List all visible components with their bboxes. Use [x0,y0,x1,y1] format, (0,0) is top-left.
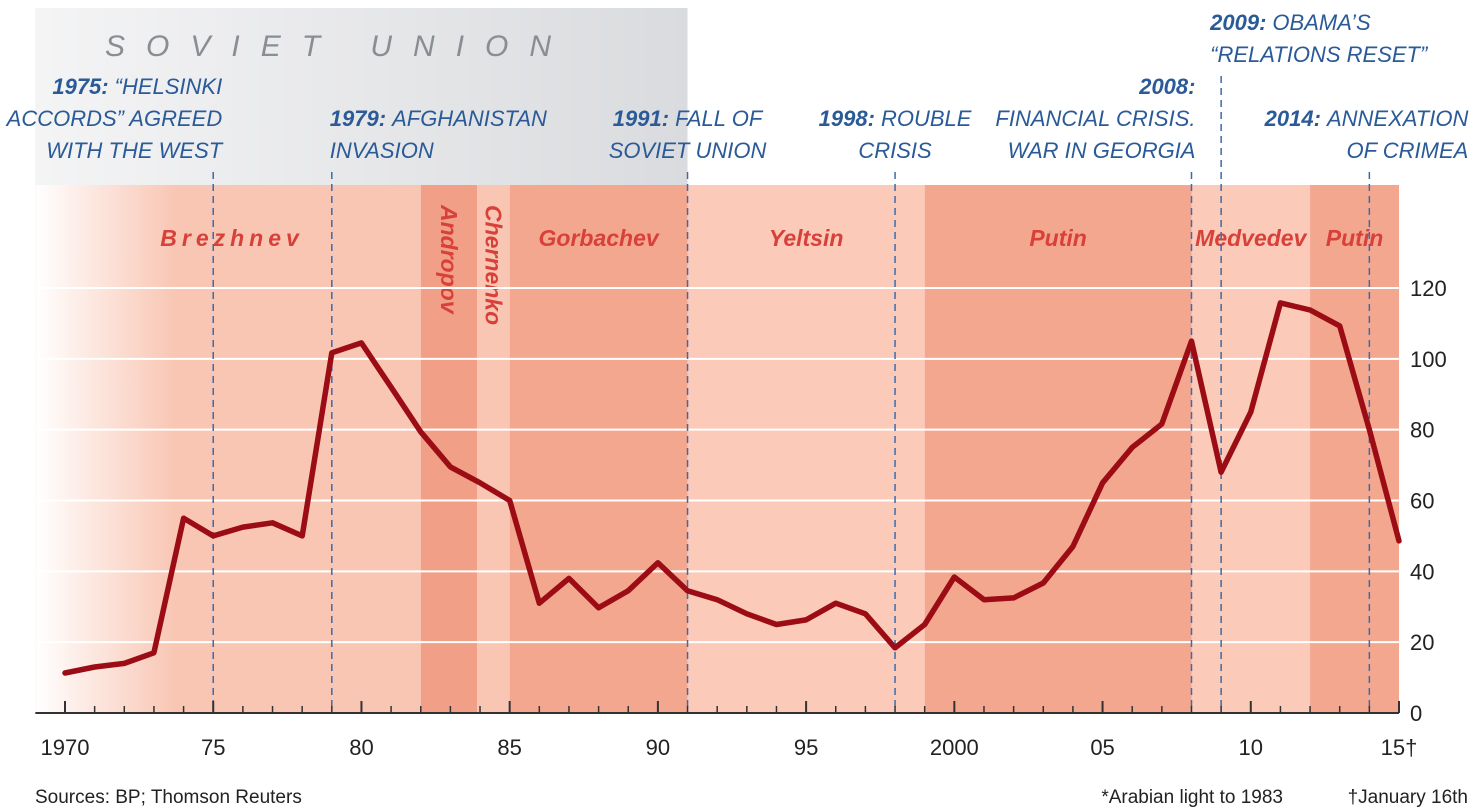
event-text: 2014: ANNEXATION [1264,106,1469,131]
event-text: SOVIET UNION [609,138,767,163]
event-text: 1998: ROUBLE [819,106,972,131]
event-text: WITH THE WEST [46,138,224,163]
event-text: “RELATIONS RESET” [1210,42,1429,67]
event-text: AFGHANISTAN [390,106,547,131]
region-label: SOVIET UNION [105,30,572,63]
event-label: 1975: [52,74,108,99]
leader-band [1310,185,1399,713]
event-label: 1991: [613,106,669,131]
event-text: OF CRIMEA [1347,138,1469,163]
event-text: FINANCIAL CRISIS. [995,106,1195,131]
y-tick-label: 60 [1410,489,1434,514]
x-tick-label: 15† [1381,735,1418,760]
event-text: ROUBLE [881,106,972,131]
event-text: FINANCIAL CRISIS. [995,106,1195,131]
leader-name: Gorbachev [539,225,660,251]
event-text: WITH THE WEST [46,138,224,163]
leader-band [687,185,925,713]
y-tick-label: 40 [1410,559,1434,584]
leader-name: Putin [1326,225,1384,251]
event-text: 1979: AFGHANISTAN [330,106,547,131]
event-label: 2009: [1209,10,1266,35]
y-tick-label: 20 [1410,630,1434,655]
event-text: 1991: FALL OF [613,106,764,131]
event-text: CRISIS [858,138,932,163]
leader-band [1191,185,1311,713]
event-label: 2008: [1138,74,1195,99]
leader-name: Andropov [436,204,462,315]
x-tick-label: 2000 [930,735,979,760]
event-text: 2009: OBAMA’S [1209,10,1371,35]
event-text: 1975: “HELSINKI [52,74,222,99]
leader-name: Chernenko [480,205,506,325]
leader-name: Yeltsin [769,225,844,251]
leader-name: Medvedev [1195,225,1307,251]
y-tick-label: 0 [1410,701,1422,726]
y-tick-label: 100 [1410,347,1447,372]
region-fade [35,8,688,185]
event-text: INVASION [330,138,434,163]
event-label: 1998: [819,106,875,131]
event-text: “HELSINKI [115,74,223,99]
leader-band [924,185,1192,713]
event-text: FALL OF [675,106,764,131]
x-tick-label: 10 [1239,735,1263,760]
event-text: ANNEXATION [1325,106,1469,131]
source: Sources: BP; Thomson Reuters [35,787,302,808]
leader-band [509,185,688,713]
leader-name: Putin [1029,225,1087,251]
event-label: 1979: [330,106,386,131]
event-text: ACCORDS” AGREED [5,106,223,131]
footnote: *Arabian light to 1983 [1101,787,1283,808]
footnote: †January 16th [1348,787,1468,808]
y-tick-label: 80 [1410,418,1434,443]
leader-name: Brezhnev [160,225,304,251]
event-text: INVASION [330,138,434,163]
x-tick-label: 05 [1090,735,1114,760]
event-text: CRISIS [858,138,932,163]
band-fade [35,185,436,713]
x-tick-label: 95 [794,735,818,760]
price-line [62,300,1402,676]
event-text: ACCORDS” AGREED [5,106,223,131]
x-tick-label: 80 [349,735,373,760]
leader-band [477,185,510,713]
event-text: OF CRIMEA [1347,138,1469,163]
event-text: WAR IN GEORGIA [1008,138,1196,163]
event-label: 2014: [1264,106,1321,131]
event-text: OBAMA’S [1272,10,1371,35]
event-text: “RELATIONS RESET” [1210,42,1429,67]
x-tick-label: 90 [646,735,670,760]
event-text: WAR IN GEORGIA [1008,138,1196,163]
x-tick-label: 85 [497,735,521,760]
x-tick-label: 75 [201,735,225,760]
event-text: SOVIET UNION [609,138,767,163]
x-tick-label: 1970 [41,735,90,760]
y-tick-label: 120 [1410,276,1447,301]
